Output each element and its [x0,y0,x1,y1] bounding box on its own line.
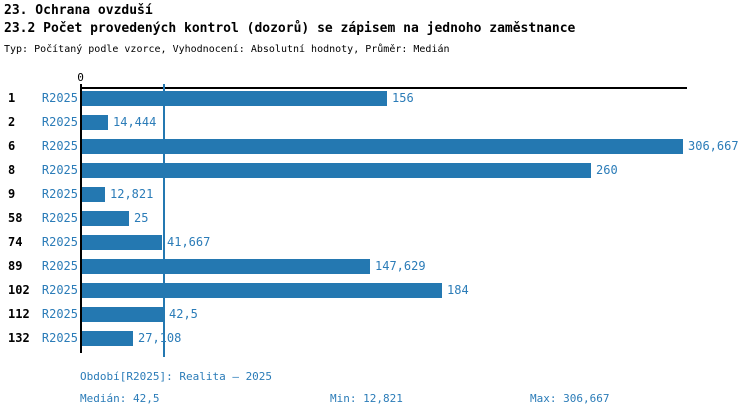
x-axis-zero-label: 0 [77,71,84,84]
bar [82,331,133,346]
bar [82,211,129,226]
row-series-label: R2025 [41,115,78,129]
chart-subtitle: Typ: Počítaný podle vzorce, Vyhodnocení:… [4,44,450,55]
indicator-title: 23.2 Počet provedených kontrol (dozorů) … [4,21,576,36]
bar [82,283,442,298]
row-series-label: R2025 [41,283,78,297]
stat-median-label: Medián: 42,5 [80,392,160,405]
row-series-label: R2025 [41,259,78,273]
bar [82,139,683,154]
bar [82,235,162,250]
stat-min-label: Min: 12,821 [330,392,403,405]
bar-value-label: 12,821 [110,187,154,201]
median-gridline [162,84,165,357]
bar-value-label: 41,667 [167,235,211,249]
row-series-label: R2025 [41,331,78,345]
bar-value-label: 260 [596,163,618,177]
y-axis-line [80,84,82,353]
row-series-label: R2025 [41,235,78,249]
row-category-label: 9 [8,187,16,201]
row-category-label: 74 [8,235,23,249]
bar-value-label: 25 [134,211,149,225]
row-category-label: 112 [8,307,30,321]
bar [82,259,370,274]
bar-value-label: 14,444 [113,115,157,129]
bar [82,163,591,178]
row-category-label: 1 [8,91,16,105]
chapter-title: 23. Ochrana ovzduší [4,3,153,18]
stat-max-label: Max: 306,667 [530,392,610,405]
bar-value-label: 147,629 [375,259,426,273]
row-category-label: 132 [8,331,30,345]
bar-value-label: 42,5 [169,307,198,321]
row-category-label: 102 [8,283,30,297]
row-category-label: 58 [8,211,23,225]
bar-value-label: 184 [447,283,469,297]
bar [82,187,105,202]
row-series-label: R2025 [41,307,78,321]
legend-period-label: Období[R2025]: Realita – 2025 [80,370,273,383]
row-category-label: 6 [8,139,16,153]
row-category-label: 89 [8,259,23,273]
bar [82,115,108,130]
row-category-label: 8 [8,163,16,177]
bar [82,91,387,106]
bar-value-label: 156 [392,91,414,105]
row-series-label: R2025 [41,187,78,201]
row-series-label: R2025 [41,163,78,177]
row-series-label: R2025 [41,91,78,105]
x-axis-line [80,87,687,89]
bar-value-label: 27,108 [138,331,182,345]
bar [82,307,164,322]
row-series-label: R2025 [41,139,78,153]
row-series-label: R2025 [41,211,78,225]
row-category-label: 2 [8,115,16,129]
bar-value-label: 306,667 [688,139,739,153]
